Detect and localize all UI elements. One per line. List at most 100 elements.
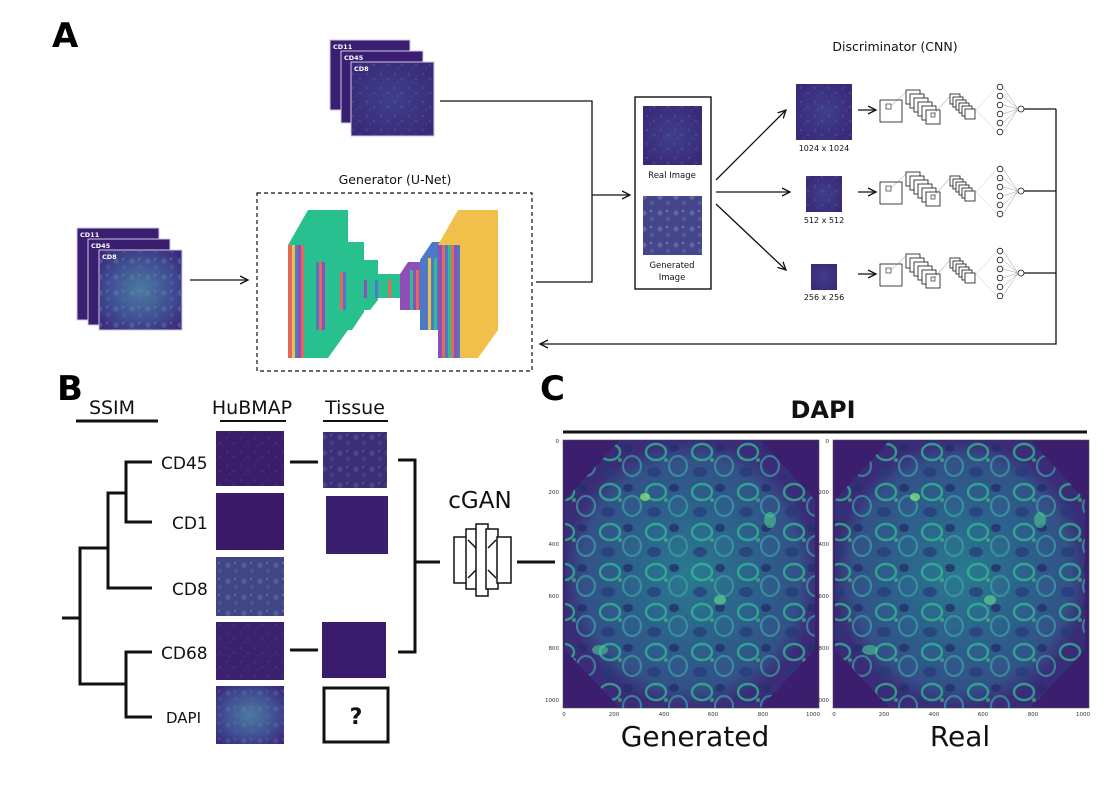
real-x-tick: 400 (929, 712, 940, 718)
unet-stripe (375, 280, 378, 298)
panel-c: C DAPI 0 200 400 600 800 1000 0 200 (540, 369, 1090, 753)
scale-label-256: 256 x 256 (804, 293, 844, 302)
unet-stripe (288, 245, 292, 358)
unet-stripe (304, 245, 307, 358)
unet-stripe (295, 245, 298, 358)
generated-y-tick: 1000 (545, 698, 559, 704)
unet-stripe (416, 270, 419, 310)
unet-stripe (340, 272, 343, 310)
top-stack-label-1: CD11 (333, 43, 353, 51)
cgan-label: cGAN (448, 488, 511, 514)
left-stack-label-3: CD8 (102, 253, 117, 261)
generated-caption: Generated (621, 720, 770, 753)
unet-stripe (322, 262, 325, 330)
generated-y-tick: 0 (556, 439, 560, 445)
unet-stripe (316, 262, 319, 330)
real-y-ticks: 0 200 400 600 800 1000 (815, 439, 830, 704)
tissue-thumb-texture (323, 432, 387, 488)
top-stack-texture (351, 62, 434, 136)
real-y-tick: 0 (826, 439, 830, 445)
unet-stripe (457, 245, 460, 358)
cnn-icon-1024 (858, 83, 1025, 136)
scale-label-512: 512 x 512 (804, 216, 844, 225)
unet-stripe (434, 258, 437, 330)
generated-image-texture (643, 196, 702, 255)
unet-stripe (298, 245, 301, 358)
marker-label-dapi: DAPI (166, 709, 201, 727)
generated-x-tick: 800 (758, 712, 769, 718)
discriminator-title: Discriminator (CNN) (832, 39, 957, 54)
cnn-icon-256 (858, 247, 1025, 300)
hubmap-header: HuBMAP (212, 397, 292, 419)
top-input-stack: CD11 CD45 CD8 (329, 39, 435, 137)
unet-stripe (301, 245, 304, 358)
ssim-header: SSIM (89, 397, 135, 419)
panel-b: B SSIM HuBMAP Tissue CD45 CD1 CD8 CD68 D… (57, 369, 555, 744)
top-stack-label-2: CD45 (344, 54, 364, 62)
real-x-ticks: 0 200 400 600 800 1000 (832, 712, 1090, 718)
generator-box (256, 192, 533, 372)
real-y-tick: 200 (819, 490, 830, 496)
marker-label-cd45: CD45 (161, 454, 208, 474)
generator-title: Generator (U-Net) (339, 172, 452, 187)
unet-stripe (428, 258, 431, 330)
unet-stripe (454, 245, 457, 358)
generated-x-tick: 200 (609, 712, 620, 718)
real-x-tick: 800 (1028, 712, 1039, 718)
unet-stripe (343, 272, 346, 310)
left-input-stack: CD11 CD45 CD8 (76, 227, 183, 331)
unet-stripe (451, 245, 454, 358)
unet-stripe (438, 245, 442, 358)
left-stack-texture (99, 250, 182, 330)
marker-label-cd68: CD68 (161, 644, 208, 664)
tissue-thumb-cd1 (326, 496, 388, 554)
real-y-tick: 600 (819, 594, 830, 600)
marker-label-cd8: CD8 (172, 580, 208, 600)
real-image-label: Real Image (648, 171, 696, 181)
panel-b-letter: B (57, 369, 83, 409)
real-x-tick: 600 (978, 712, 989, 718)
real-image-texture (643, 106, 702, 165)
real-y-tick: 400 (819, 542, 830, 548)
real-x-tick: 200 (879, 712, 890, 718)
scale-label-1024: 1024 x 1024 (799, 144, 850, 153)
generated-image-label-1: Generated (649, 261, 694, 271)
generated-y-ticks: 0 200 400 600 800 1000 (545, 439, 560, 704)
tissue-header: Tissue (324, 397, 385, 419)
real-y-tick: 800 (819, 646, 830, 652)
unet-stripe (292, 245, 295, 358)
generated-y-tick: 400 (549, 542, 560, 548)
generated-y-tick: 200 (549, 490, 560, 496)
panel-a: A CD11 CD45 CD8 CD11 CD45 CD8 Generator … (52, 16, 1057, 372)
hubmap-thumb-texture (216, 557, 284, 616)
unet-stripe (448, 245, 451, 358)
tissue-thumb-cd68 (322, 622, 386, 678)
panel-c-letter: C (540, 369, 565, 409)
unet-stripe (410, 270, 413, 310)
feedback-arrow-to-generator (540, 109, 1057, 344)
top-stack-label-3: CD8 (354, 65, 369, 73)
ssim-dendrogram (62, 460, 152, 719)
generated-x-tick: 0 (562, 712, 566, 718)
cgan-icon (453, 523, 512, 597)
generated-x-tick: 600 (708, 712, 719, 718)
generated-x-tick: 1000 (806, 712, 820, 718)
real-x-tick: 0 (832, 712, 836, 718)
unet-stripe (388, 280, 391, 298)
unknown-symbol: ? (350, 705, 363, 730)
scale-image-1024-texture (796, 84, 852, 140)
generated-image-label-2: Image (659, 273, 686, 283)
real-x-tick: 1000 (1076, 712, 1090, 718)
scale-image-512-texture (806, 176, 842, 212)
dapi-title: DAPI (790, 396, 855, 424)
cnn-icon-512 (858, 165, 1025, 218)
unet-diagram (288, 210, 498, 358)
real-dapi-image (832, 439, 1090, 709)
hubmap-thumb-texture (216, 686, 284, 744)
hubmap-thumb-texture (216, 622, 284, 680)
unet-stripe (442, 245, 445, 358)
arrow-to-scale-1024 (715, 110, 786, 181)
generated-y-tick: 600 (549, 594, 560, 600)
unet-stripe (364, 280, 367, 298)
